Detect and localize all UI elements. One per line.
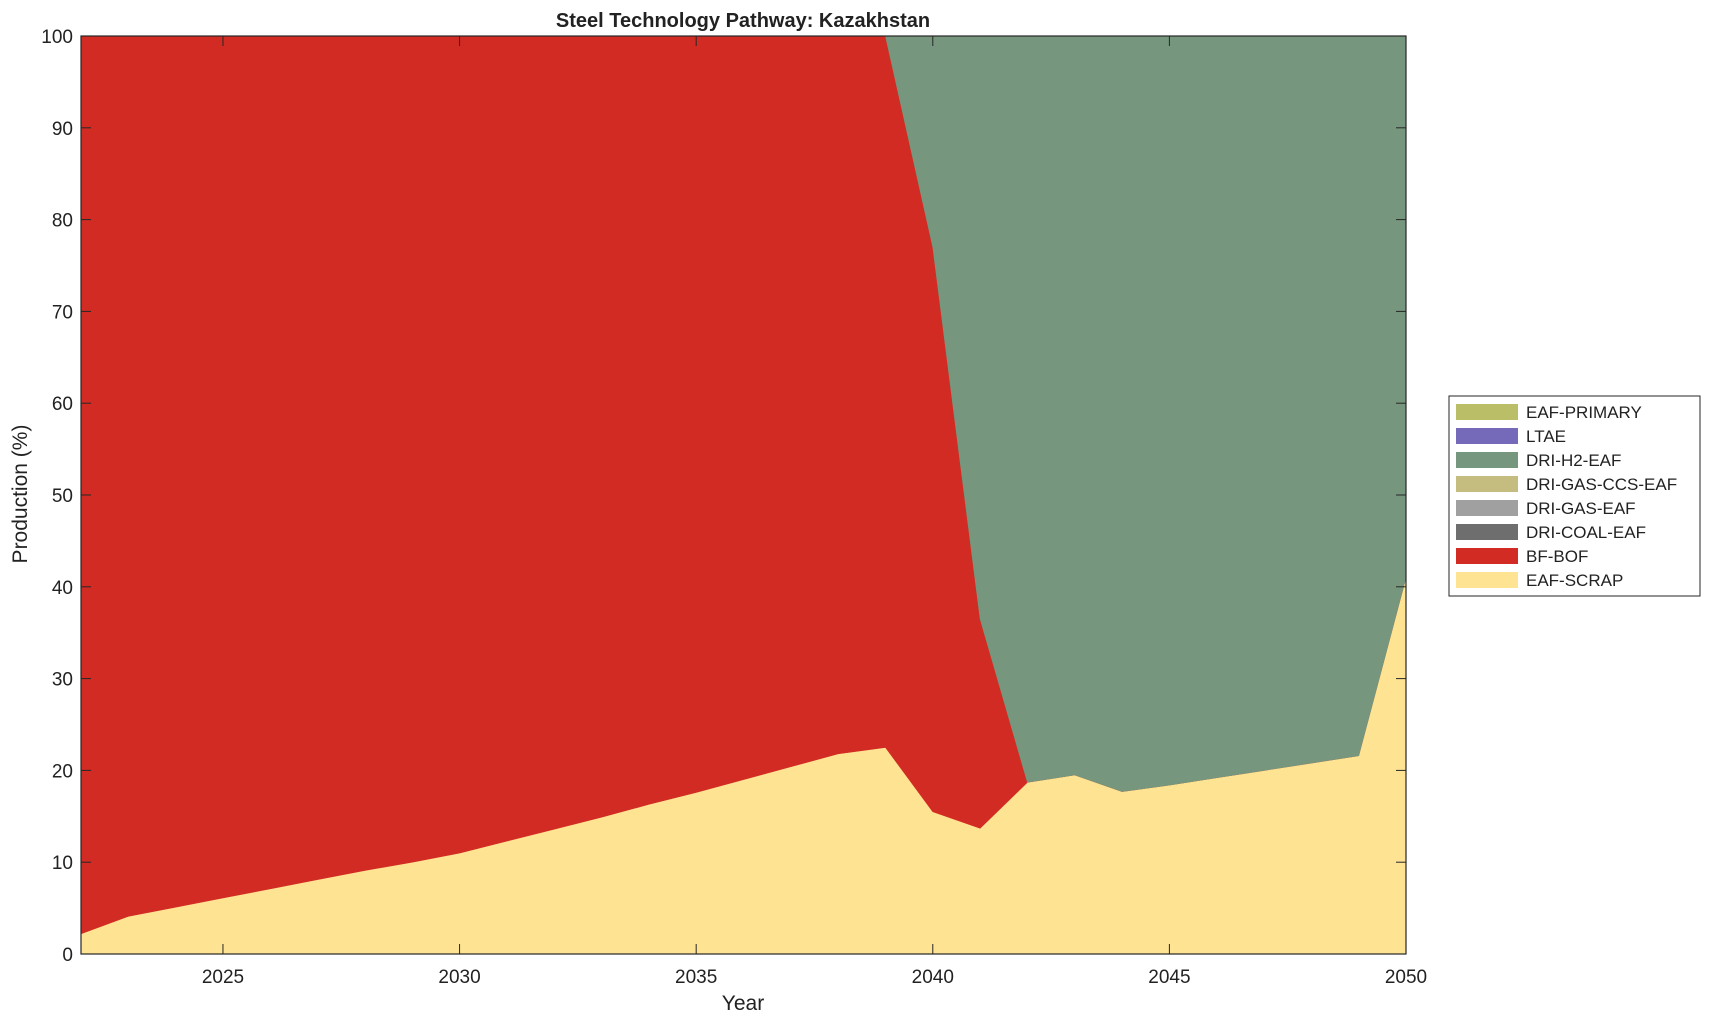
legend-swatch bbox=[1456, 500, 1518, 516]
y-tick-label: 50 bbox=[52, 486, 73, 507]
x-tick-label: 2045 bbox=[1148, 967, 1190, 988]
legend-label: DRI-H2-EAF bbox=[1526, 451, 1621, 470]
legend-swatch bbox=[1456, 524, 1518, 540]
y-tick-label: 100 bbox=[41, 27, 73, 48]
x-axis-title: Year bbox=[722, 992, 764, 1015]
x-tick-label: 2035 bbox=[675, 967, 717, 988]
y-tick-label: 80 bbox=[52, 211, 73, 232]
y-tick-label: 40 bbox=[52, 578, 73, 599]
legend-label: BF-BOF bbox=[1526, 547, 1588, 566]
legend-swatch bbox=[1456, 452, 1518, 468]
legend: EAF-PRIMARY LTAE DRI-H2-EAF DRI-GAS-CCS-EAF… bbox=[1448, 395, 1701, 597]
legend-label: DRI-GAS-CCS-EAF bbox=[1526, 475, 1677, 494]
legend-swatch bbox=[1456, 404, 1518, 420]
y-axis-title: Production (%) bbox=[9, 425, 32, 564]
area-layers bbox=[80, 35, 1407, 955]
y-tick-label: 90 bbox=[52, 119, 73, 140]
y-tick-label: 70 bbox=[52, 302, 73, 323]
y-axis: 0 10 20 30 40 50 60 70 80 90 100 bbox=[41, 27, 1406, 966]
legend-label: EAF-PRIMARY bbox=[1526, 403, 1642, 422]
legend-swatch bbox=[1456, 548, 1518, 564]
y-tick-label: 0 bbox=[62, 945, 73, 966]
x-tick-label: 2040 bbox=[912, 967, 954, 988]
x-tick-label: 2030 bbox=[438, 967, 480, 988]
x-tick-label: 2050 bbox=[1385, 967, 1427, 988]
chart-title: Steel Technology Pathway: Kazakhstan bbox=[556, 10, 930, 32]
y-tick-label: 20 bbox=[52, 761, 73, 782]
y-tick-label: 60 bbox=[52, 394, 73, 415]
y-tick-label: 10 bbox=[52, 853, 73, 874]
x-axis: 2025 2030 2035 2040 2045 2050 bbox=[202, 36, 1427, 988]
legend-label: LTAE bbox=[1526, 427, 1566, 446]
y-tick-label: 30 bbox=[52, 670, 73, 691]
legend-label: DRI-COAL-EAF bbox=[1526, 523, 1646, 542]
legend-box bbox=[1448, 395, 1701, 597]
legend-swatch bbox=[1456, 428, 1518, 444]
legend-label: EAF-SCRAP bbox=[1526, 571, 1623, 590]
legend-swatch bbox=[1456, 476, 1518, 492]
legend-label: DRI-GAS-EAF bbox=[1526, 499, 1636, 518]
legend-swatch bbox=[1456, 572, 1518, 588]
x-tick-label: 2025 bbox=[202, 967, 244, 988]
